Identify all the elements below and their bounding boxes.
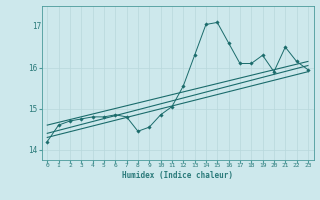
- X-axis label: Humidex (Indice chaleur): Humidex (Indice chaleur): [122, 171, 233, 180]
- Text: 17: 17: [32, 22, 42, 31]
